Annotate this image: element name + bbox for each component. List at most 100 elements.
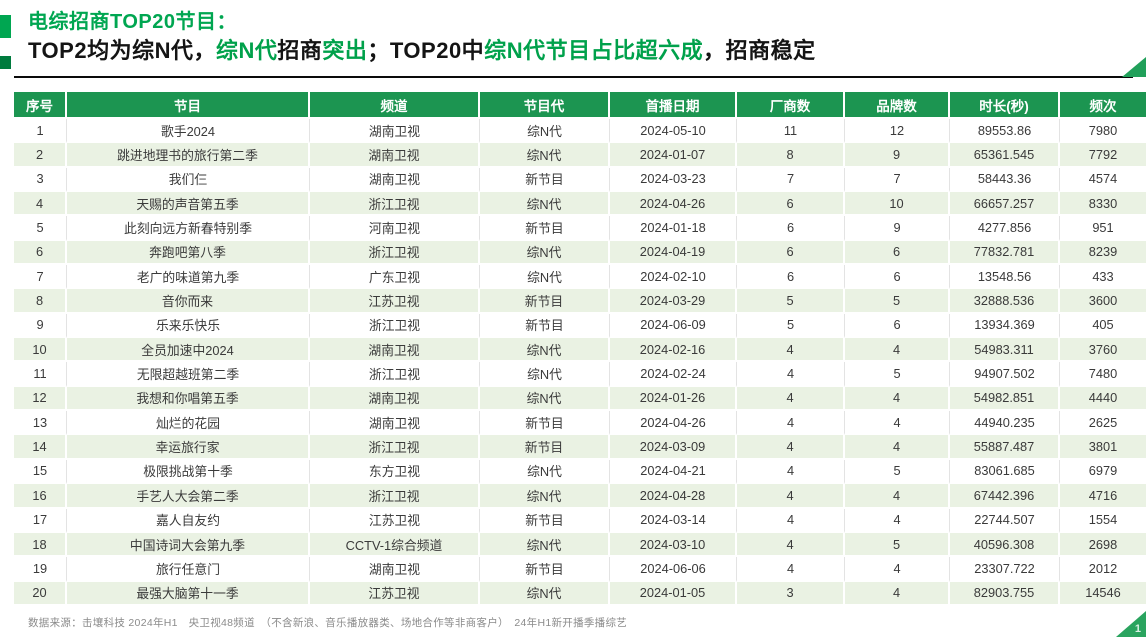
cell-generation: 新节目	[480, 289, 610, 314]
cell-channel: 江苏卫视	[310, 289, 480, 314]
cell-rank: 6	[14, 240, 67, 266]
cell-program: 无限超越班第二季	[67, 362, 310, 387]
cell-brands: 4	[845, 557, 950, 582]
cell-duration-sec: 65361.545	[950, 143, 1060, 168]
cell-manufacturers: 4	[737, 532, 845, 558]
subtitle-segment-highlight: 突出	[322, 38, 368, 63]
cell-rank: 5	[14, 216, 67, 241]
cell-frequency: 1554	[1060, 508, 1146, 533]
cell-manufacturers: 11	[737, 119, 845, 144]
cell-manufacturers: 4	[737, 411, 845, 436]
cell-generation: 新节目	[480, 313, 610, 339]
cell-frequency: 4716	[1060, 484, 1146, 509]
cell-manufacturers: 4	[737, 484, 845, 509]
cell-duration-sec: 55887.487	[950, 435, 1060, 460]
cell-frequency: 4574	[1060, 167, 1146, 193]
cell-premiere-date: 2024-04-26	[610, 411, 737, 436]
cell-generation: 综N代	[480, 386, 610, 412]
cell-manufacturers: 4	[737, 557, 845, 582]
cell-channel: 浙江卫视	[310, 484, 480, 509]
col-header-brands: 品牌数	[845, 92, 950, 119]
cell-frequency: 4440	[1060, 386, 1146, 412]
col-header-channel: 频道	[310, 92, 480, 119]
cell-generation: 新节目	[480, 167, 610, 193]
table-row: 15 极限挑战第十季 东方卫视 综N代 2024-04-21 4 5 83061.685 697…	[14, 459, 1146, 485]
cell-frequency: 2698	[1060, 532, 1146, 558]
cell-program: 奔跑吧第八季	[67, 240, 310, 266]
cell-premiere-date: 2024-06-09	[610, 313, 737, 339]
page-title: 电综招商TOP20节目：	[28, 11, 237, 33]
cell-channel: 湖南卫视	[310, 167, 480, 193]
top-right-triangle-icon	[1122, 57, 1146, 77]
cell-channel: 东方卫视	[310, 459, 480, 485]
table-row: 7 老广的味道第九季 广东卫视 综N代 2024-02-10 6 6 13548.56 433	[14, 265, 1146, 290]
cell-rank: 9	[14, 313, 67, 339]
table-row: 8 音你而来 江苏卫视 新节目 2024-03-29 5 5 32888.536 3600	[14, 289, 1146, 314]
cell-program: 歌手2024	[67, 119, 310, 144]
cell-program: 极限挑战第十季	[67, 459, 310, 485]
cell-frequency: 7792	[1060, 143, 1146, 168]
cell-brands: 4	[845, 386, 950, 412]
cell-rank: 10	[14, 338, 67, 363]
cell-premiere-date: 2024-02-16	[610, 338, 737, 363]
cell-duration-sec: 22744.507	[950, 508, 1060, 533]
cell-generation: 新节目	[480, 435, 610, 460]
cell-generation: 综N代	[480, 119, 610, 144]
cell-manufacturers: 6	[737, 265, 845, 290]
cell-rank: 20	[14, 581, 67, 606]
table-row: 17 嘉人自友约 江苏卫视 新节目 2024-03-14 4 4 22744.507 1554	[14, 508, 1146, 533]
cell-channel: 浙江卫视	[310, 313, 480, 339]
cell-brands: 4	[845, 338, 950, 363]
subtitle-segment-highlight: 综N代节目占比超六成	[484, 38, 704, 63]
data-source-note: 数据来源：击壤科技 2024年H1 央卫视48频道 （不含新浪、音乐播放器类、场…	[28, 617, 628, 629]
cell-channel: 江苏卫视	[310, 581, 480, 606]
subtitle-segment: TOP2均为综N代，	[28, 38, 216, 63]
cell-rank: 13	[14, 411, 67, 436]
cell-program: 我们仨	[67, 167, 310, 193]
cell-program: 灿烂的花园	[67, 411, 310, 436]
cell-brands: 5	[845, 459, 950, 485]
cell-manufacturers: 4	[737, 508, 845, 533]
cell-generation: 综N代	[480, 265, 610, 290]
cell-premiere-date: 2024-03-14	[610, 508, 737, 533]
cell-frequency: 405	[1060, 313, 1146, 339]
cell-program: 乐来乐快乐	[67, 313, 310, 339]
cell-program: 幸运旅行家	[67, 435, 310, 460]
table-row: 16 手艺人大会第二季 浙江卫视 综N代 2024-04-28 4 4 67442.396 47…	[14, 484, 1146, 509]
cell-channel: 浙江卫视	[310, 192, 480, 217]
cell-duration-sec: 58443.36	[950, 167, 1060, 193]
cell-premiere-date: 2024-02-10	[610, 265, 737, 290]
cell-manufacturers: 7	[737, 167, 845, 193]
cell-frequency: 3760	[1060, 338, 1146, 363]
cell-program: 中国诗词大会第九季	[67, 532, 310, 558]
cell-rank: 3	[14, 167, 67, 193]
cell-duration-sec: 40596.308	[950, 532, 1060, 558]
col-header-frequency: 频次	[1060, 92, 1146, 119]
cell-generation: 综N代	[480, 581, 610, 606]
table-row: 5 此刻向远方新春特别季 河南卫视 新节目 2024-01-18 6 9 4277.856 95…	[14, 216, 1146, 241]
cell-rank: 16	[14, 484, 67, 509]
cell-premiere-date: 2024-05-10	[610, 119, 737, 144]
cell-manufacturers: 4	[737, 362, 845, 387]
cell-channel: 浙江卫视	[310, 362, 480, 387]
cell-program: 跳进地理书的旅行第二季	[67, 143, 310, 168]
cell-duration-sec: 32888.536	[950, 289, 1060, 314]
cell-brands: 7	[845, 167, 950, 193]
cell-brands: 4	[845, 581, 950, 606]
cell-premiere-date: 2024-03-10	[610, 532, 737, 558]
cell-rank: 1	[14, 119, 67, 144]
cell-channel: CCTV-1综合频道	[310, 532, 480, 558]
cell-generation: 综N代	[480, 362, 610, 387]
cell-frequency: 2012	[1060, 557, 1146, 582]
cell-generation: 新节目	[480, 216, 610, 241]
cell-program: 老广的味道第九季	[67, 265, 310, 290]
cell-frequency: 8239	[1060, 240, 1146, 266]
cell-program: 全员加速中2024	[67, 338, 310, 363]
cell-frequency: 2625	[1060, 411, 1146, 436]
table-row: 2 跳进地理书的旅行第二季 湖南卫视 综N代 2024-01-07 8 9 65361.545…	[14, 143, 1146, 168]
cell-duration-sec: 4277.856	[950, 216, 1060, 241]
cell-brands: 5	[845, 289, 950, 314]
cell-program: 手艺人大会第二季	[67, 484, 310, 509]
cell-rank: 19	[14, 557, 67, 582]
cell-duration-sec: 23307.722	[950, 557, 1060, 582]
